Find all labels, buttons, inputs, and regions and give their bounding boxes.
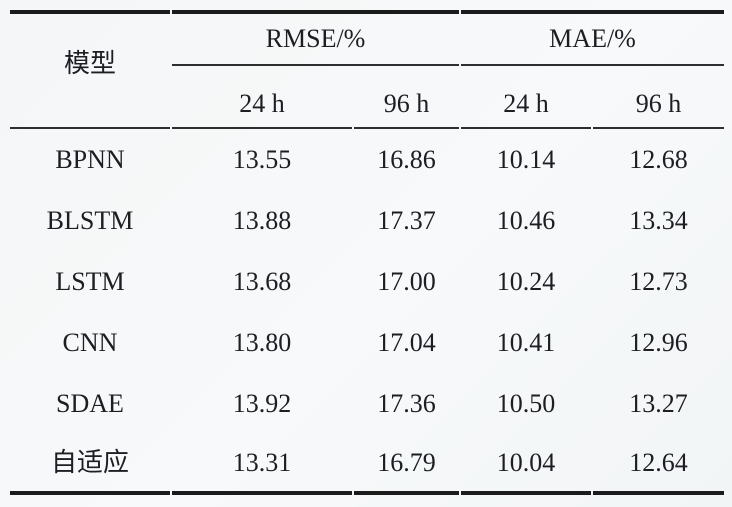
model-column-header: 模型 <box>10 10 170 129</box>
value-cell: 17.04 <box>377 327 436 357</box>
value-cell: 16.86 <box>377 144 436 174</box>
mae-96h-subheader: 96 h <box>593 66 725 129</box>
value-cell: 12.73 <box>629 266 688 296</box>
value-cell: 10.50 <box>496 388 556 418</box>
rmse-96h-subheader: 96 h <box>354 66 459 129</box>
model-name-cell: CNN <box>62 327 118 357</box>
value-cell: 10.04 <box>461 434 591 495</box>
value-cell: 13.68 <box>232 266 292 296</box>
value-cell: 12.68 <box>629 144 688 174</box>
value-cell: 10.46 <box>496 205 556 235</box>
table-row-lstm: LSTM 13.68 17.00 10.24 12.73 <box>10 251 724 312</box>
model-name-cell: BPNN <box>55 144 125 174</box>
value-cell: 13.92 <box>232 388 292 418</box>
value-cell: 13.80 <box>232 327 292 357</box>
value-cell: 12.96 <box>629 327 688 357</box>
value-cell: 10.24 <box>496 266 556 296</box>
value-cell: 17.00 <box>377 266 436 296</box>
value-cell: 12.64 <box>593 434 725 495</box>
table-row-bpnn: BPNN 13.55 16.86 10.14 12.68 <box>10 129 724 190</box>
value-cell: 17.36 <box>377 388 436 418</box>
rmse-group-header: RMSE/% <box>172 10 459 66</box>
model-name-cell: SDAE <box>56 388 124 418</box>
value-cell: 13.34 <box>629 205 688 235</box>
table-row-cnn: CNN 13.80 17.04 10.41 12.96 <box>10 312 724 373</box>
value-cell: 10.41 <box>496 327 556 357</box>
rmse-24h-subheader: 24 h <box>172 66 352 129</box>
model-name-cell: BLSTM <box>46 205 134 235</box>
value-cell: 13.27 <box>629 388 688 418</box>
table-row-sdae: SDAE 13.92 17.36 10.50 13.27 <box>10 373 724 434</box>
table-header-group-row: 模型 RMSE/% MAE/% <box>10 10 725 129</box>
value-cell: 13.55 <box>232 144 292 174</box>
value-cell: 13.31 <box>172 434 352 495</box>
value-cell: 13.88 <box>232 205 292 235</box>
value-cell: 17.37 <box>377 205 436 235</box>
value-cell: 16.79 <box>354 434 459 495</box>
table-row-adaptive: 自适应 13.31 16.79 10.04 12.64 <box>10 434 725 495</box>
value-cell: 10.14 <box>496 144 556 174</box>
model-name-cell: 自适应 <box>10 434 170 495</box>
mae-24h-subheader: 24 h <box>461 66 591 129</box>
model-error-comparison-table: 模型 RMSE/% MAE/% 24 h 96 h 24 h 96 h BPNN… <box>8 10 726 495</box>
model-name-cell: LSTM <box>55 266 125 296</box>
table-header-sub-row: 24 h 96 h 24 h 96 h <box>10 66 725 129</box>
mae-group-header: MAE/% <box>461 10 725 66</box>
table-row-blstm: BLSTM 13.88 17.37 10.46 13.34 <box>10 190 724 251</box>
